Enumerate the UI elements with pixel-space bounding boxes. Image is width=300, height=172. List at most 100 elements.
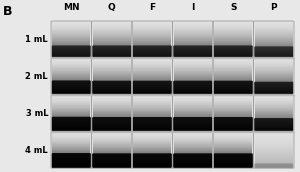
Bar: [133, 79, 171, 80]
Bar: [255, 42, 293, 43]
FancyBboxPatch shape: [51, 95, 92, 131]
Bar: [52, 101, 90, 102]
Bar: [133, 90, 171, 91]
Bar: [255, 52, 293, 53]
Bar: [52, 23, 90, 24]
Bar: [255, 158, 293, 159]
Bar: [214, 136, 252, 137]
Bar: [174, 23, 212, 24]
Bar: [93, 39, 131, 40]
Bar: [133, 118, 171, 119]
Bar: [174, 104, 212, 105]
Bar: [255, 128, 293, 129]
Bar: [214, 159, 252, 160]
Bar: [52, 86, 90, 87]
Bar: [255, 163, 293, 164]
Bar: [52, 144, 90, 145]
Bar: [174, 122, 212, 123]
Bar: [133, 81, 171, 82]
Bar: [93, 92, 131, 93]
Bar: [93, 118, 131, 119]
Bar: [255, 112, 293, 113]
Bar: [255, 91, 293, 92]
Bar: [214, 68, 252, 69]
Bar: [133, 157, 171, 158]
Bar: [214, 112, 252, 113]
Bar: [174, 151, 212, 152]
Bar: [214, 152, 252, 153]
Bar: [93, 110, 131, 111]
Bar: [255, 51, 293, 52]
Bar: [133, 161, 171, 162]
Bar: [93, 35, 131, 36]
Bar: [133, 155, 171, 156]
Bar: [214, 27, 252, 28]
Bar: [52, 27, 90, 28]
Bar: [255, 84, 293, 85]
Bar: [214, 54, 252, 55]
Bar: [93, 159, 131, 160]
Bar: [133, 121, 171, 122]
Bar: [255, 98, 293, 99]
Bar: [255, 72, 293, 73]
Bar: [52, 88, 90, 89]
Bar: [52, 56, 90, 57]
Bar: [52, 53, 90, 54]
Bar: [214, 35, 252, 36]
Bar: [255, 106, 293, 107]
Bar: [93, 36, 131, 37]
Bar: [52, 67, 90, 68]
Bar: [255, 80, 293, 81]
Bar: [93, 120, 131, 121]
Bar: [133, 106, 171, 107]
Bar: [52, 76, 90, 77]
Bar: [174, 28, 212, 29]
Bar: [93, 63, 131, 64]
Bar: [174, 52, 212, 53]
FancyBboxPatch shape: [92, 21, 132, 57]
Bar: [255, 101, 293, 102]
Bar: [174, 124, 212, 125]
Bar: [93, 145, 131, 146]
Bar: [52, 137, 90, 138]
Bar: [174, 66, 212, 67]
Bar: [255, 118, 293, 119]
Bar: [255, 88, 293, 89]
Bar: [174, 90, 212, 91]
Bar: [174, 33, 212, 34]
Bar: [133, 77, 171, 78]
Bar: [133, 47, 171, 48]
Bar: [255, 69, 293, 70]
Bar: [52, 61, 90, 62]
Bar: [133, 110, 171, 111]
Bar: [174, 71, 212, 72]
FancyBboxPatch shape: [52, 153, 91, 168]
Bar: [93, 84, 131, 85]
Bar: [214, 107, 252, 108]
Bar: [93, 55, 131, 56]
Bar: [133, 80, 171, 81]
Bar: [93, 96, 131, 97]
Bar: [255, 41, 293, 42]
Bar: [93, 70, 131, 71]
Bar: [93, 123, 131, 124]
Bar: [255, 27, 293, 28]
Bar: [255, 146, 293, 147]
Bar: [93, 99, 131, 100]
Bar: [255, 28, 293, 29]
Bar: [255, 109, 293, 110]
Bar: [52, 130, 90, 131]
Bar: [214, 24, 252, 25]
Bar: [255, 71, 293, 72]
Bar: [174, 158, 212, 159]
Bar: [52, 77, 90, 78]
Bar: [214, 34, 252, 35]
Bar: [174, 144, 212, 145]
Bar: [255, 147, 293, 148]
Bar: [174, 112, 212, 113]
Bar: [133, 63, 171, 64]
Bar: [52, 112, 90, 113]
Bar: [255, 137, 293, 138]
Bar: [52, 104, 90, 105]
Bar: [214, 92, 252, 93]
